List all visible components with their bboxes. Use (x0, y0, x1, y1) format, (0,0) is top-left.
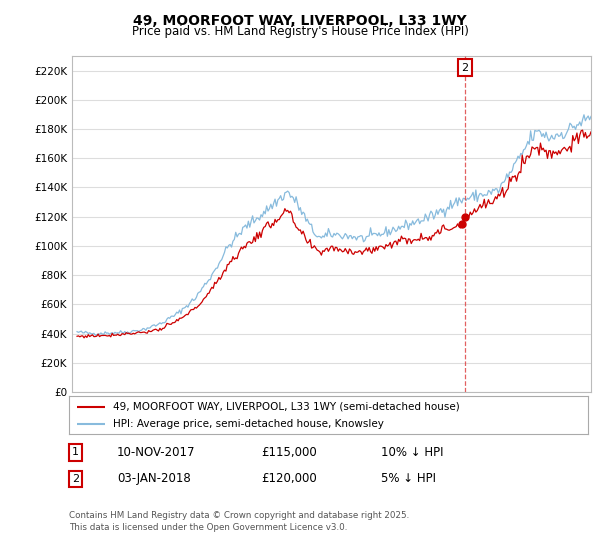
Text: £120,000: £120,000 (261, 472, 317, 486)
Text: 5% ↓ HPI: 5% ↓ HPI (381, 472, 436, 486)
Text: 49, MOORFOOT WAY, LIVERPOOL, L33 1WY: 49, MOORFOOT WAY, LIVERPOOL, L33 1WY (133, 14, 467, 28)
Text: 2: 2 (461, 63, 468, 73)
Text: £115,000: £115,000 (261, 446, 317, 459)
Text: 49, MOORFOOT WAY, LIVERPOOL, L33 1WY (semi-detached house): 49, MOORFOOT WAY, LIVERPOOL, L33 1WY (se… (113, 402, 460, 412)
Text: 10-NOV-2017: 10-NOV-2017 (117, 446, 196, 459)
Text: 10% ↓ HPI: 10% ↓ HPI (381, 446, 443, 459)
Text: Price paid vs. HM Land Registry's House Price Index (HPI): Price paid vs. HM Land Registry's House … (131, 25, 469, 38)
Text: 2: 2 (72, 474, 79, 484)
Text: HPI: Average price, semi-detached house, Knowsley: HPI: Average price, semi-detached house,… (113, 419, 384, 430)
Text: 1: 1 (72, 447, 79, 458)
Text: 03-JAN-2018: 03-JAN-2018 (117, 472, 191, 486)
Text: Contains HM Land Registry data © Crown copyright and database right 2025.
This d: Contains HM Land Registry data © Crown c… (69, 511, 409, 531)
